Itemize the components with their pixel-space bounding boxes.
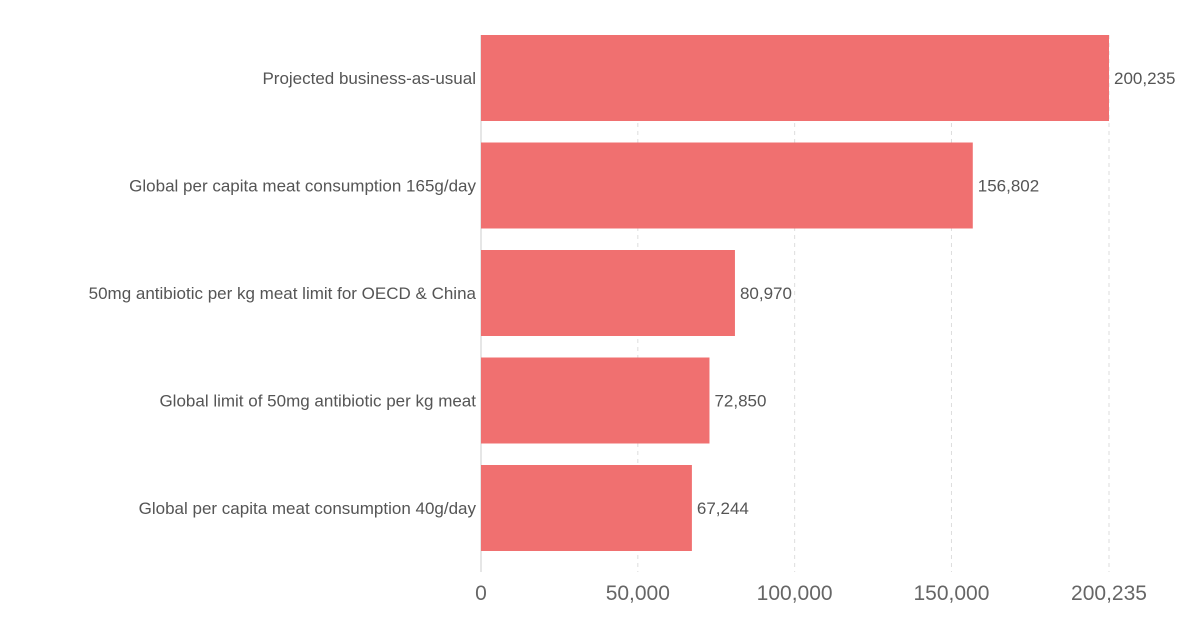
value-label: 67,244 xyxy=(697,499,749,518)
category-label: Global per capita meat consumption 40g/d… xyxy=(139,499,477,518)
category-label: 50mg antibiotic per kg meat limit for OE… xyxy=(89,284,477,303)
bar xyxy=(481,142,973,229)
bar xyxy=(481,357,710,444)
value-label-layer: 200,235 156,802 80,970 72,850 67,244 xyxy=(697,69,1176,518)
category-label: Global limit of 50mg antibiotic per kg m… xyxy=(159,392,476,411)
x-axis-tick-layer: 0 50,000 100,000 150,000 200,235 xyxy=(475,582,1147,605)
x-tick-label: 200,235 xyxy=(1071,582,1147,605)
value-label: 72,850 xyxy=(714,392,766,411)
category-label: Global per capita meat consumption 165g/… xyxy=(129,177,476,196)
value-label: 200,235 xyxy=(1114,69,1175,88)
bar xyxy=(481,35,1109,121)
value-label: 80,970 xyxy=(740,284,792,303)
category-label-layer: Projected business-as-usual Global per ca… xyxy=(89,69,477,518)
category-label: Projected business-as-usual xyxy=(262,69,476,88)
value-label: 156,802 xyxy=(978,177,1039,196)
bar xyxy=(481,465,692,551)
bar-layer xyxy=(481,35,1109,551)
x-tick-label: 50,000 xyxy=(606,582,670,605)
x-tick-label: 100,000 xyxy=(757,582,833,605)
x-tick-label: 0 xyxy=(475,582,487,605)
bar xyxy=(481,250,735,336)
x-tick-label: 150,000 xyxy=(913,582,989,605)
